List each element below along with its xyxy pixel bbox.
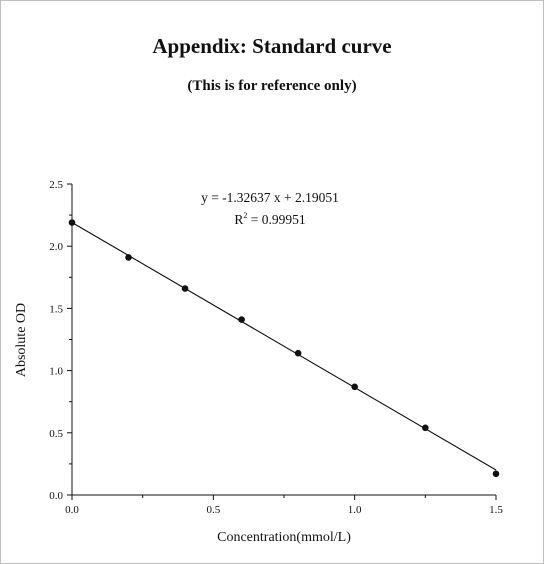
data-point bbox=[181, 285, 189, 292]
data-point bbox=[294, 349, 302, 357]
data-point bbox=[68, 219, 76, 226]
equation-label: y = -1.32637 x + 2.19051 bbox=[201, 190, 339, 205]
y-tick-label: 1.5 bbox=[49, 303, 63, 315]
x-tick-label: 0.0 bbox=[65, 504, 79, 516]
y-tick-label: 2.5 bbox=[49, 179, 63, 191]
data-point bbox=[125, 254, 132, 261]
page-subtitle: (This is for reference only) bbox=[187, 78, 357, 94]
r-squared-sup: 2 bbox=[243, 211, 247, 220]
x-tick-label: 0.5 bbox=[206, 504, 220, 516]
data-point bbox=[492, 470, 500, 478]
data-point bbox=[351, 383, 358, 391]
y-tick-label: 0.5 bbox=[49, 428, 63, 440]
r-squared-label: R2 = 0.99951 bbox=[234, 211, 305, 227]
data-point bbox=[238, 316, 245, 323]
chart-axes bbox=[71, 184, 496, 496]
r-squared-r: R bbox=[234, 212, 243, 227]
fit-line bbox=[71, 222, 497, 471]
y-tick-label: 1.0 bbox=[49, 366, 63, 378]
x-tick-label: 1.5 bbox=[489, 504, 503, 516]
r-squared-value: = 0.99951 bbox=[247, 212, 305, 227]
y-tick-label: 2.0 bbox=[49, 241, 63, 253]
data-points bbox=[68, 219, 500, 478]
chart-ticks: 0.0 0.5 1.0 1.5 0.0 0.5 1.0 1.5 2.0 2.5 bbox=[49, 179, 503, 516]
x-axis-label: Concentration(mmol/L) bbox=[217, 530, 351, 545]
data-point bbox=[422, 424, 429, 432]
x-tick-label: 1.0 bbox=[348, 504, 362, 516]
y-tick-label: 0.0 bbox=[49, 490, 63, 502]
y-axis-label: Absolute OD bbox=[14, 303, 29, 377]
page-title: Appendix: Standard curve bbox=[152, 34, 392, 58]
